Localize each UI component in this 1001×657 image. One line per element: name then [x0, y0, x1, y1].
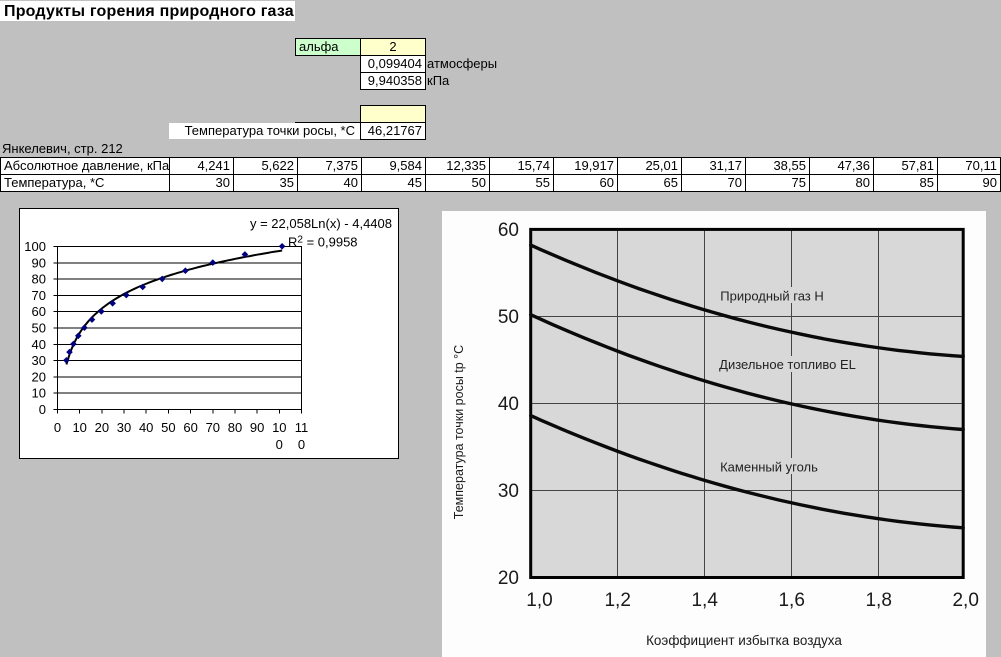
svg-text:10: 10 — [32, 386, 46, 401]
svg-text:20: 20 — [32, 369, 46, 384]
svg-text:10: 10 — [272, 420, 286, 435]
svg-text:20: 20 — [498, 568, 519, 589]
svg-text:90: 90 — [32, 255, 46, 270]
svg-text:50: 50 — [498, 307, 519, 328]
svg-text:1,4: 1,4 — [691, 590, 718, 611]
svg-text:60: 60 — [498, 220, 519, 241]
svg-text:0: 0 — [298, 437, 305, 452]
svg-text:40: 40 — [498, 394, 519, 415]
svg-text:80: 80 — [32, 272, 46, 287]
svg-text:0: 0 — [276, 437, 283, 452]
svg-text:70: 70 — [32, 288, 46, 303]
svg-text:0: 0 — [54, 420, 61, 435]
svg-text:40: 40 — [139, 420, 153, 435]
svg-text:100: 100 — [24, 239, 46, 254]
svg-text:80: 80 — [228, 420, 242, 435]
svg-text:Температура точки росы tр °С: Температура точки росы tр °С — [452, 345, 466, 519]
svg-text:60: 60 — [183, 420, 197, 435]
svg-text:50: 50 — [32, 321, 46, 336]
svg-text:y = 22,058Ln(x) - 4,4408: y = 22,058Ln(x) - 4,4408 — [250, 216, 392, 231]
svg-text:Коэффициент избытка воздуха: Коэффициент избытка воздуха — [646, 633, 842, 648]
svg-text:Природный газ Н: Природный газ Н — [720, 289, 824, 304]
svg-text:70: 70 — [206, 420, 220, 435]
svg-text:2,0: 2,0 — [952, 590, 978, 611]
svg-text:Каменный уголь: Каменный уголь — [720, 460, 818, 475]
svg-text:50: 50 — [161, 420, 175, 435]
svg-text:0: 0 — [39, 402, 46, 417]
svg-text:30: 30 — [32, 353, 46, 368]
svg-text:30: 30 — [498, 481, 519, 502]
svg-text:1,2: 1,2 — [604, 590, 630, 611]
svg-text:R2 = 0,9958: R2 = 0,9958 — [288, 235, 358, 250]
svg-text:30: 30 — [117, 420, 131, 435]
svg-text:90: 90 — [250, 420, 264, 435]
svg-text:10: 10 — [72, 420, 86, 435]
svg-text:1,6: 1,6 — [778, 590, 804, 611]
svg-text:1,8: 1,8 — [865, 590, 891, 611]
svg-text:60: 60 — [32, 304, 46, 319]
svg-text:1,0: 1,0 — [526, 590, 552, 611]
svg-text:40: 40 — [32, 337, 46, 352]
svg-text:11: 11 — [295, 420, 309, 435]
svg-text:Дизельное топливо EL: Дизельное топливо EL — [719, 357, 856, 372]
svg-text:20: 20 — [95, 420, 109, 435]
